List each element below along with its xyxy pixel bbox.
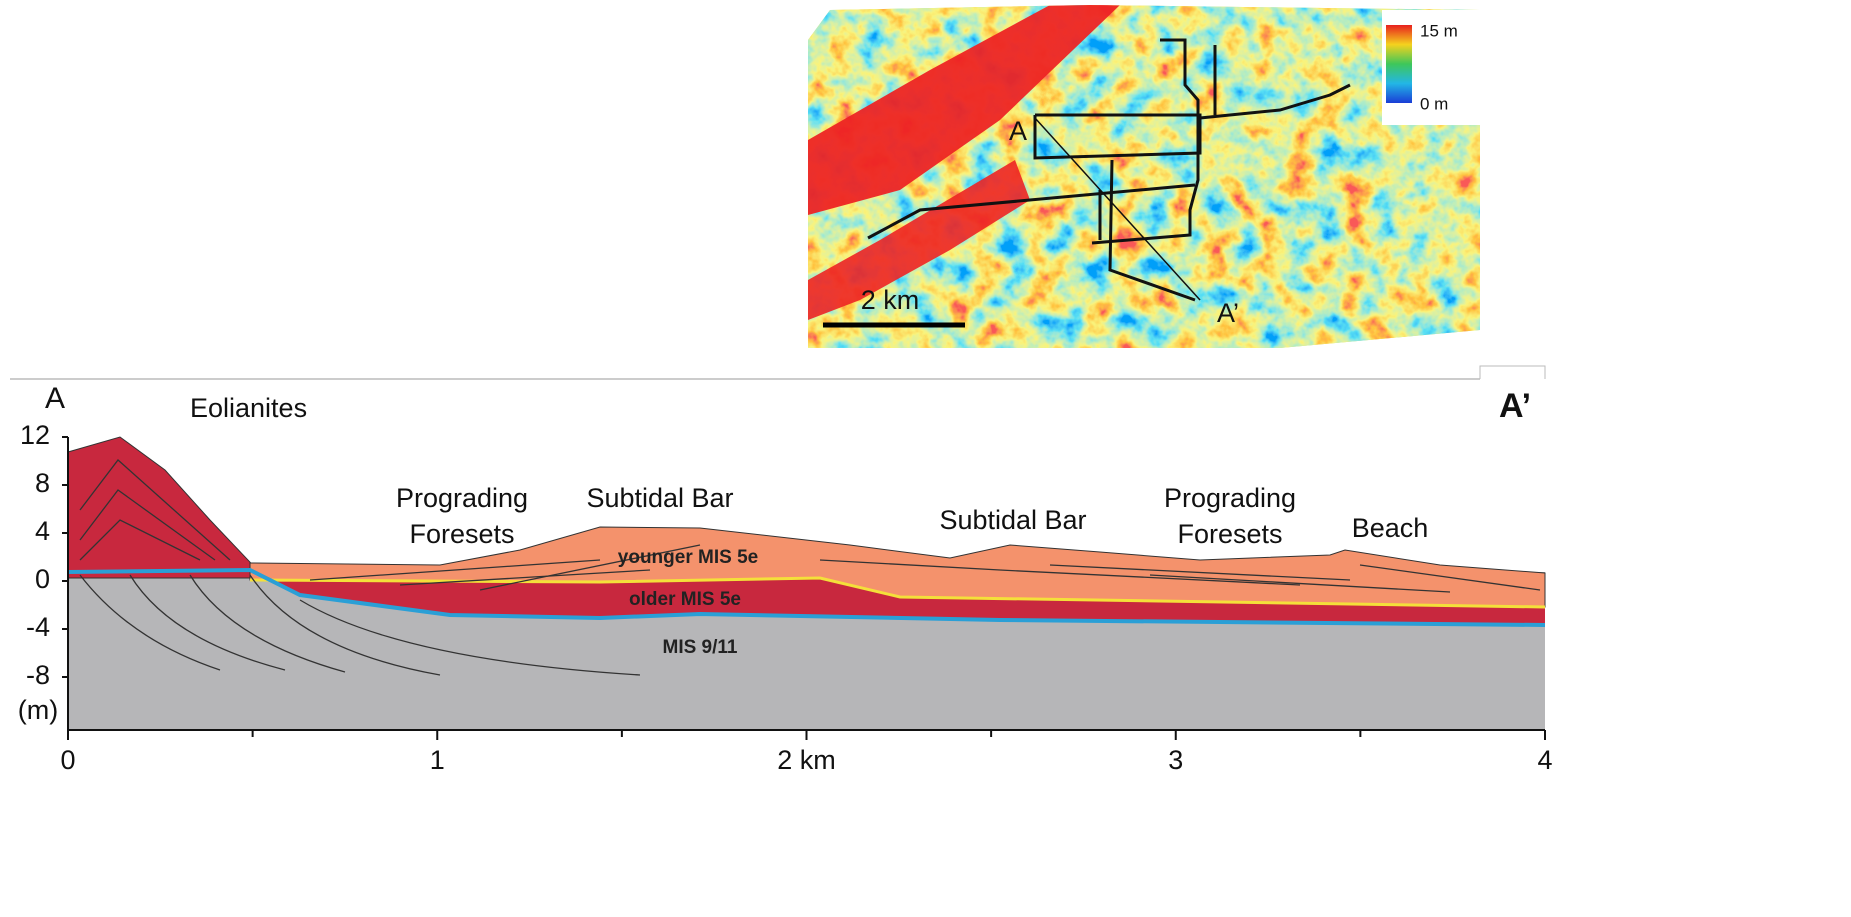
point-label: A [1009,116,1027,146]
divider [1480,366,1545,379]
colorbar [1386,25,1412,103]
label: Subtidal Bar [586,483,733,513]
section-end: A’ [1499,387,1531,425]
label: older MIS 5e [629,589,741,610]
x-tick-label: 4 [1537,745,1552,775]
y-unit: (m) [18,695,58,725]
colorbar-label: 15 m [1420,21,1458,40]
y-tick-label: -4 [26,612,50,642]
label: MIS 9/11 [663,637,738,658]
y-tick-label: 4 [35,516,50,546]
label: Subtidal Bar [939,505,1086,535]
colorbar-label: 0 m [1420,94,1448,113]
y-tick-label: 8 [35,468,50,498]
section-start: A [45,382,65,415]
label: Eolianites [190,393,307,423]
label: younger MIS 5e [618,547,758,568]
y-tick-label: -8 [26,660,50,690]
y-tick-label: 0 [35,564,50,594]
x-tick-label: 2 km [777,745,836,775]
x-tick-label: 0 [60,745,75,775]
figure: 2 km A A’ 15 m 0 m A A’ (m) 12 8 4 0 -4 -8 0 1 2… [0,0,1851,917]
label: Beach [1352,513,1429,543]
scale-label: 2 km [861,285,920,315]
x-tick-label: 3 [1168,745,1183,775]
point-label: A’ [1217,298,1239,328]
y-tick-label: 12 [20,420,50,450]
x-tick-label: 1 [430,745,445,775]
cross-section [68,437,1545,730]
